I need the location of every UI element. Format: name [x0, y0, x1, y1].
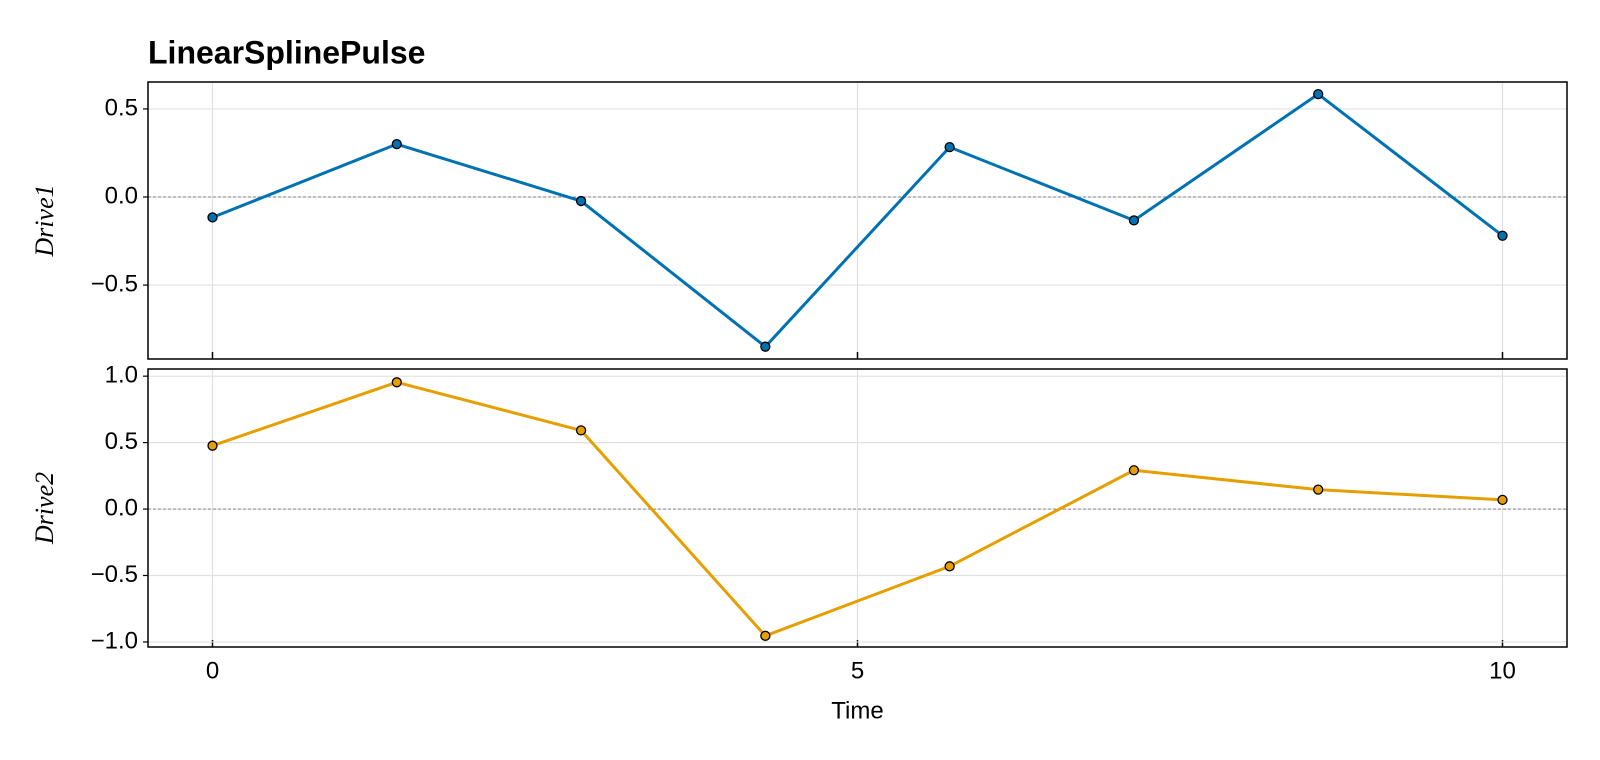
data-point — [944, 142, 955, 153]
data-point — [1313, 484, 1324, 495]
data-point — [1128, 215, 1140, 226]
data-point — [1497, 494, 1508, 506]
data-point — [391, 377, 402, 388]
y-tick-label: −0.5 — [91, 270, 138, 297]
y-axis-label: Drive1 — [30, 184, 59, 257]
series-line — [212, 380, 1503, 638]
x-tick-label: 5 — [851, 657, 864, 684]
data-point — [1313, 89, 1324, 100]
data-point — [207, 212, 218, 223]
data-point — [575, 425, 587, 436]
y-tick-label: 0.5 — [105, 94, 138, 121]
data-point — [391, 139, 402, 150]
series-line — [211, 92, 1504, 349]
y-tick-label: 0.5 — [105, 428, 138, 455]
data-point — [575, 195, 587, 207]
data-point — [760, 630, 771, 641]
x-axis-label: Time — [831, 697, 883, 724]
x-tick-label: 10 — [1489, 657, 1516, 684]
x-tick-label: 0 — [206, 657, 219, 684]
data-point — [1497, 230, 1508, 241]
data-point — [207, 440, 218, 451]
plot-frame — [147, 81, 1568, 360]
chart-title: LinearSplinePulse — [148, 34, 425, 70]
y-axis-label: Drive2 — [30, 472, 59, 545]
y-tick-label: 1.0 — [105, 362, 138, 389]
y-tick-label: 0.0 — [105, 494, 138, 521]
y-tick-label: 0.0 — [105, 182, 138, 209]
y-tick-label: −1.0 — [91, 627, 138, 654]
y-tick-label: −0.5 — [91, 561, 138, 588]
plot-frame — [147, 368, 1568, 648]
data-point — [1128, 465, 1140, 476]
data-point — [760, 341, 771, 352]
data-point — [944, 561, 955, 572]
